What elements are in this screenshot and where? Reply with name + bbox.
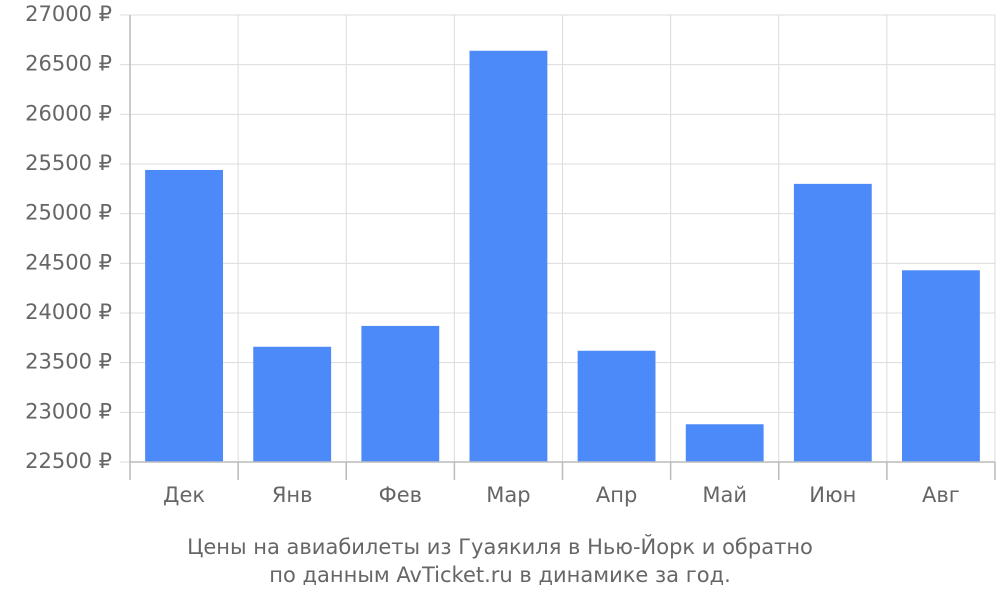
y-tick-label: 26000 ₽ xyxy=(25,101,112,125)
bar xyxy=(145,169,223,462)
x-tick-label: Мар xyxy=(486,483,530,507)
y-tick-label: 24500 ₽ xyxy=(25,250,112,274)
bar xyxy=(793,183,872,462)
bar xyxy=(685,424,764,462)
y-tick-label: 22500 ₽ xyxy=(25,449,112,473)
bar xyxy=(253,346,332,462)
x-tick-label: Авг xyxy=(922,483,960,507)
x-tick-label: Фев xyxy=(379,483,422,507)
y-tick-label: 25000 ₽ xyxy=(25,201,112,225)
bar xyxy=(902,270,980,462)
chart-title-line: Цены на авиабилеты из Гуаякиля в Нью-Йор… xyxy=(187,534,813,559)
chart-title-line: по данным AvTicket.ru в динамике за год. xyxy=(269,563,731,587)
bar xyxy=(361,325,440,462)
y-tick-label: 25500 ₽ xyxy=(25,151,112,175)
x-tick-label: Дек xyxy=(163,483,205,507)
y-tick-label: 23500 ₽ xyxy=(25,350,112,374)
x-tick-label: Июн xyxy=(809,483,856,507)
y-tick-label: 26500 ₽ xyxy=(25,52,112,76)
y-tick-label: 27000 ₽ xyxy=(25,2,112,26)
bar xyxy=(577,350,656,462)
x-tick-label: Янв xyxy=(272,483,313,507)
x-tick-label: Апр xyxy=(596,483,637,507)
y-tick-label: 23000 ₽ xyxy=(25,399,112,423)
x-tick-label: Май xyxy=(702,483,747,507)
bar xyxy=(469,50,548,462)
y-tick-label: 24000 ₽ xyxy=(25,300,112,324)
